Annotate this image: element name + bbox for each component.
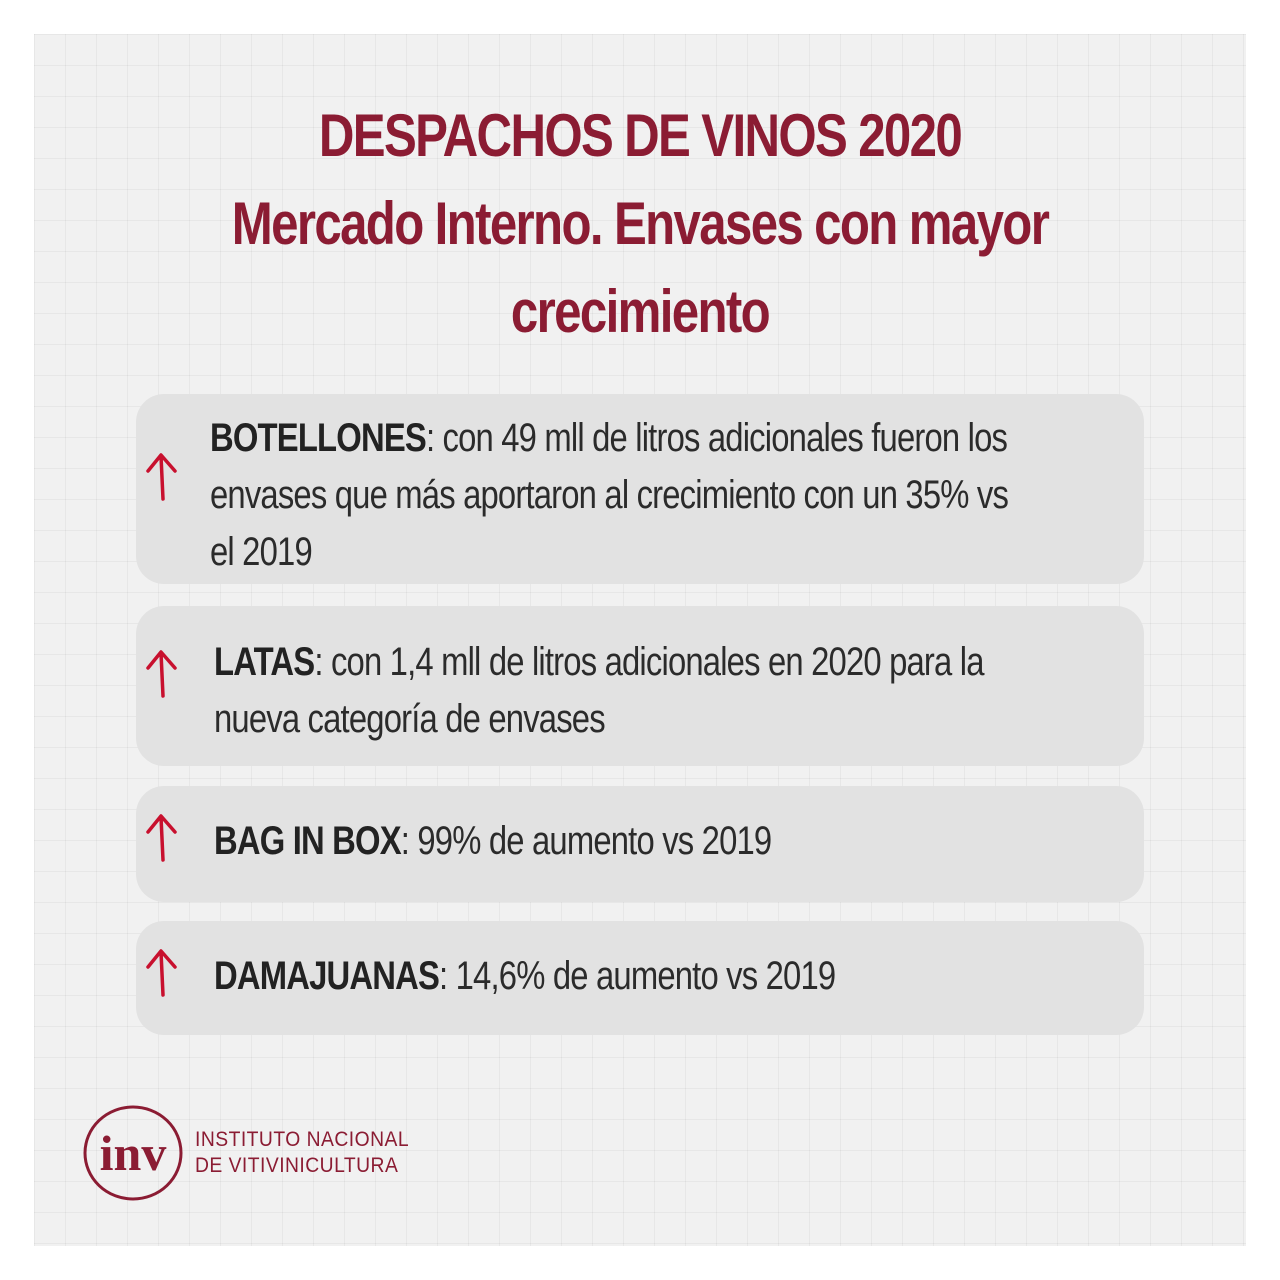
item-card-bag-in-box: BAG IN BOX: 99% de aumento vs 2019 xyxy=(136,786,1144,902)
item-label: BOTELLONES xyxy=(210,416,427,460)
item-line: : con 49 mll de litros adicionales fuero… xyxy=(425,416,1008,460)
item-text: DAMAJUANAS: 14,6% de aumento vs 2019 xyxy=(214,948,836,1005)
item-label: BAG IN BOX xyxy=(214,819,402,863)
item-line: : 14,6% de aumento vs 2019 xyxy=(439,954,836,998)
item-label: DAMAJUANAS xyxy=(214,954,440,998)
arrow-up-icon xyxy=(146,650,177,698)
arrow-up-icon xyxy=(146,814,177,862)
item-line: : con 1,4 mll de litros adicionales en 2… xyxy=(314,640,984,684)
item-text: LATAS: con 1,4 mll de litros adicionales… xyxy=(214,634,984,748)
item-text: BOTELLONES: con 49 mll de litros adicion… xyxy=(210,410,1009,581)
institution-line-2: DE VITIVINICULTURA xyxy=(195,1154,399,1177)
item-line: envases que más aportaron al crecimiento… xyxy=(210,473,1009,517)
item-text: BAG IN BOX: 99% de aumento vs 2019 xyxy=(214,813,772,870)
item-card-latas: LATAS: con 1,4 mll de litros adicionales… xyxy=(136,606,1144,766)
item-label: LATAS xyxy=(214,640,315,684)
institution-name: INSTITUTO NACIONAL DE VITIVINICULTURA xyxy=(195,1127,409,1179)
title-line-1: DESPACHOS DE VINOS 2020 xyxy=(318,102,963,169)
inv-logo-icon: inv xyxy=(83,1105,183,1201)
arrow-up-icon xyxy=(146,453,177,501)
item-card-botellones: BOTELLONES: con 49 mll de litros adicion… xyxy=(136,394,1144,584)
title-line-3: crecimiento xyxy=(510,278,771,345)
logo-text: inv xyxy=(100,1125,167,1181)
arrow-up-icon xyxy=(146,949,177,997)
item-line: el 2019 xyxy=(210,530,313,574)
institution-line-1: INSTITUTO NACIONAL xyxy=(195,1128,410,1151)
item-line: nueva categoría de envases xyxy=(214,697,606,741)
title-line-2: Mercado Interno. Envases con mayor xyxy=(231,190,1050,257)
page-title: DESPACHOS DE VINOS 2020 Mercado Interno.… xyxy=(115,92,1165,356)
item-card-damajuanas: DAMAJUANAS: 14,6% de aumento vs 2019 xyxy=(136,921,1144,1035)
item-line: : 99% de aumento vs 2019 xyxy=(400,819,772,863)
